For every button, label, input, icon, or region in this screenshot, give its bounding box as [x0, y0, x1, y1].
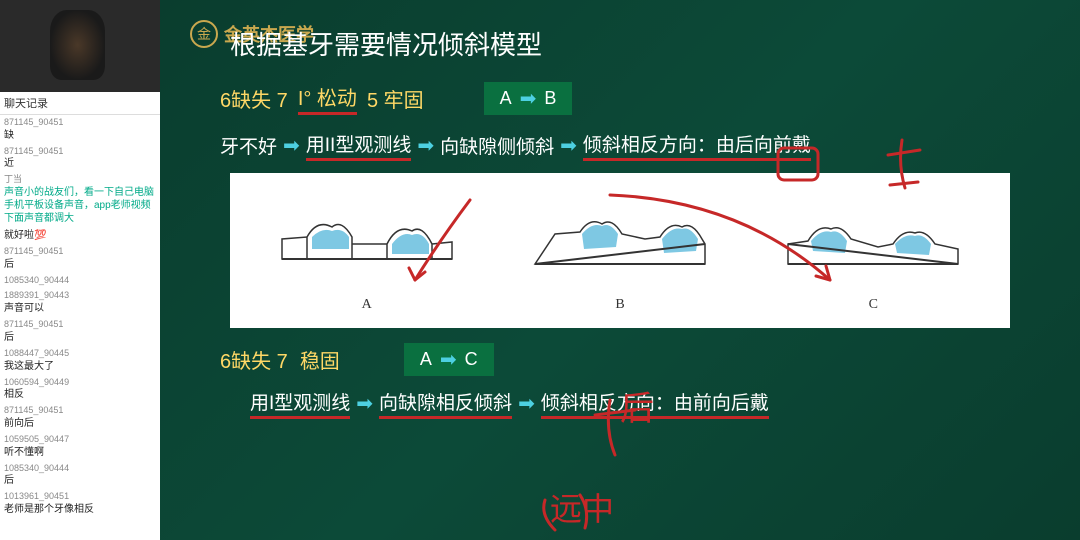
- chat-list[interactable]: 871145_90451缺 871145_90451近丁当声音小的战友们，看一下自…: [0, 115, 160, 540]
- flow1-b: 用II型观测线: [306, 130, 412, 161]
- slide-title: 根据基牙需要情况倾斜模型: [230, 25, 1050, 62]
- chat-item: 1060594_90449相反: [4, 377, 156, 402]
- diagram-c: C: [783, 189, 963, 313]
- diagram-label-b: B: [615, 297, 624, 313]
- chat-item: 871145_90451前向后: [4, 405, 156, 430]
- logo-icon: 金: [190, 20, 218, 48]
- badge-ab: A ➡ B: [484, 82, 573, 115]
- badge-b: B: [544, 88, 556, 109]
- chat-sidebar: 聊天记录 871145_90451缺 871145_90451近丁当声音小的战友们…: [0, 0, 160, 540]
- flow2-b: 向缺隙相反倾斜: [379, 388, 512, 419]
- badge-a: A: [500, 88, 512, 109]
- tooth-svg-a: [277, 189, 457, 289]
- chat-item: 1889391_90443声音可以: [4, 290, 156, 315]
- arrow-icon: ➡: [417, 133, 434, 158]
- diagram-b: B: [530, 189, 710, 313]
- chat-item: 1013961_90451老师是那个牙像相反: [4, 491, 156, 516]
- badge-ac: A ➡ C: [404, 343, 494, 376]
- tooth-svg-c: [783, 189, 963, 289]
- tooth-diagrams: A B C: [230, 173, 1010, 328]
- slide-area: 金 金英杰医学 根据基牙需要情况倾斜模型 6缺失 7 I° 松动 5 牢固 A …: [160, 0, 1080, 540]
- chat-item: 就好啦💯: [4, 229, 156, 242]
- chat-item: 871145_90451缺: [4, 117, 156, 142]
- badge-a2: A: [420, 349, 432, 370]
- flow1-d: 倾斜相反方向：由后向前戴: [583, 130, 811, 161]
- case2-row: 6缺失 7 稳固 A ➡ C: [220, 343, 1050, 376]
- arrow-icon: ➡: [518, 391, 535, 416]
- flow1-row: 牙不好 ➡ 用II型观测线 ➡ 向缺隙侧倾斜 ➡ 倾斜相反方向：由后向前戴: [220, 130, 1050, 161]
- chat-header: 聊天记录: [0, 92, 160, 115]
- diagram-a: A: [277, 189, 457, 313]
- chat-item: 1059505_90447听不懂啊: [4, 434, 156, 459]
- chat-item: 1085340_90444: [4, 275, 156, 287]
- chat-item: 871145_90451后: [4, 319, 156, 344]
- flow1-a: 牙不好: [220, 132, 277, 159]
- chat-item: 1085340_90444后: [4, 463, 156, 488]
- flow2-a: 用I型观测线: [250, 388, 350, 419]
- annotation-yuanzhong: 远中: [550, 491, 614, 527]
- case2-prefix: 6缺失 7: [220, 345, 288, 374]
- case1-row: 6缺失 7 I° 松动 5 牢固 A ➡ B: [220, 82, 1050, 115]
- flow2-c: 倾斜相反方向：由前向后戴: [541, 388, 769, 419]
- chat-item: 1088447_90445我这最大了: [4, 348, 156, 373]
- flow2-row: 用I型观测线 ➡ 向缺隙相反倾斜 ➡ 倾斜相反方向：由前向后戴: [250, 388, 1050, 419]
- tooth-svg-b: [530, 189, 710, 289]
- arrow-icon: ➡: [440, 347, 457, 372]
- diagram-label-a: A: [362, 297, 372, 313]
- arrow-icon: ➡: [520, 86, 537, 111]
- flow1-c: 向缺隙侧倾斜: [440, 132, 554, 159]
- badge-c: C: [465, 349, 478, 370]
- arrow-icon: ➡: [560, 133, 577, 158]
- webcam-feed: [0, 0, 160, 92]
- chat-item: 871145_90451近: [4, 146, 156, 171]
- case1-prefix: 6缺失 7: [220, 84, 288, 113]
- case1-suffix: 5 牢固: [367, 84, 424, 113]
- chat-item: 871145_90451后: [4, 246, 156, 271]
- arrow-icon: ➡: [356, 391, 373, 416]
- diagram-label-c: C: [869, 297, 878, 313]
- chat-item: 丁当声音小的战友们，看一下自己电脑手机平板设备声音，app老师视频下面声音都调大: [4, 174, 156, 225]
- case1-mid: I° 松动: [298, 82, 357, 115]
- arrow-icon: ➡: [283, 133, 300, 158]
- case2-suffix: 稳固: [300, 345, 340, 374]
